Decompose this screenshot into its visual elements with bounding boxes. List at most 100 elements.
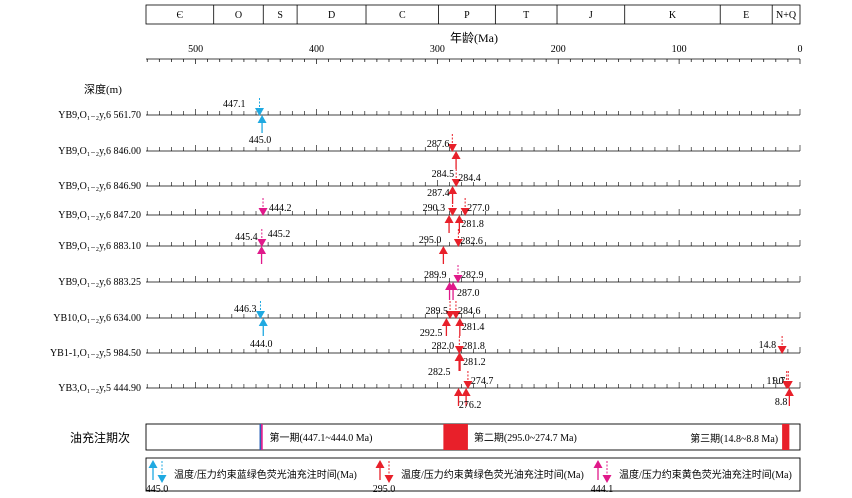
age-axis-tick-label: 100 <box>672 44 687 55</box>
arrow-head-down <box>447 144 457 152</box>
charge-event-arrow: 444.0 <box>250 318 273 350</box>
age-axis-tick-label: 200 <box>551 44 566 55</box>
sample-row: YB10,O₁₋₂y,6 634.00 446.3 444.0 289.5 284.6 2… <box>53 301 801 350</box>
arrow-head-down <box>454 346 464 354</box>
charge-event-label: 289.5 <box>426 306 449 317</box>
stage-2-band <box>443 424 468 450</box>
charge-event-label: 445.4 <box>235 232 258 243</box>
charge-event-arrow: 281.2 <box>455 353 486 371</box>
charge-event-arrow: 282.6 <box>453 229 483 247</box>
legend-label: 温度/压力约束黄色荧光油充注时间(Ma) <box>619 468 792 481</box>
charge-event-arrow: 8.8 <box>775 388 794 408</box>
sample-label: YB10,O₁₋₂y,6 634.00 <box>53 313 141 324</box>
charge-event-arrow: 277.0 <box>460 198 490 216</box>
charge-event-arrow: 282.5 <box>428 367 463 406</box>
charge-event-arrow: 281.8 <box>454 215 484 233</box>
charge-event-arrow: 281.8 <box>454 336 485 354</box>
arrow-head-down <box>255 108 265 116</box>
arrow-head-up <box>444 215 454 223</box>
period-label: J <box>589 10 593 21</box>
period-label: N+Q <box>776 10 797 21</box>
legend-example-value: 295.0 <box>373 484 396 495</box>
period-label: T <box>523 10 529 21</box>
charge-event-label: 444.2 <box>269 203 292 214</box>
sample-row: YB9,O₁₋₂y,6 883.25 289.9 282.9 287.0 <box>58 265 801 300</box>
arrow-head-down <box>463 381 473 389</box>
charge-event-arrow: 289.5 <box>426 301 455 319</box>
legend: 445.0 温度/压力约束蓝绿色荧光油充注时间(Ma) 295.0 温度/压力约束黄绿… <box>145 457 801 495</box>
charge-event-label: 295.0 <box>419 235 442 246</box>
arrow-head-down <box>257 239 267 247</box>
charge-event-label: 446.3 <box>234 304 257 315</box>
charge-event-label: 290.3 <box>423 203 446 214</box>
charge-event-label: 289.9 <box>424 270 447 281</box>
period-label: O <box>235 10 242 21</box>
stage-1-band-magenta <box>261 424 263 450</box>
period-label: K <box>669 10 677 21</box>
legend-item-red: 295.0 温度/压力约束黄绿色荧光油充注时间(Ma) <box>373 460 584 495</box>
charge-event-label: 277.0 <box>467 203 490 214</box>
legend-item-magenta: 444.1 温度/压力约束黄色荧光油充注时间(Ma) <box>591 460 792 495</box>
charge-event-arrow: 287.0 <box>448 282 480 300</box>
arrow-head-down <box>453 239 463 247</box>
period-label: C <box>399 10 406 21</box>
charge-event-label: 447.1 <box>223 99 246 110</box>
charge-event-arrow: 282.9 <box>453 265 484 283</box>
charge-event-label: 8.8 <box>775 397 788 408</box>
legend-label: 温度/压力约束黄绿色荧光油充注时间(Ma) <box>401 468 584 481</box>
charge-event-arrow: 446.3 <box>234 301 265 319</box>
charge-event-arrow: 284.6 <box>451 301 480 319</box>
stage-2-label: 第二期(295.0~274.7 Ma) <box>474 431 577 444</box>
sample-label: YB9,O₁₋₂y,6 847.20 <box>58 210 141 221</box>
sample-label: YB9,O₁₋₂y,6 846.90 <box>58 181 141 192</box>
arrow-head-up <box>258 318 268 326</box>
charge-event-label: 287.6 <box>427 139 450 150</box>
arrow-head-down <box>448 208 458 216</box>
legend-example-value: 444.1 <box>591 484 614 495</box>
charge-event-arrow: 447.1 <box>223 98 265 116</box>
sample-row: YB9,O₁₋₂y,6 847.20 444.2 290.3 277.0 281.8 <box>58 198 801 233</box>
arrow-head-up <box>461 388 471 396</box>
arrow-head-up <box>448 186 458 194</box>
arrow-head-down <box>783 381 793 389</box>
period-label: S <box>277 10 283 21</box>
arrow-head-up <box>438 246 448 254</box>
charge-stage-title: 油充注期次 <box>70 430 130 445</box>
charge-event-label: 287.4 <box>427 188 450 199</box>
arrow-head-down <box>460 208 470 216</box>
legend-arrow-head-down <box>384 475 394 483</box>
sample-row: YB9,O₁₋₂y,6 883.10 445.2 445.4 295.0 282.6 <box>58 229 801 264</box>
charge-event-label: 14.8 <box>759 340 777 351</box>
arrow-head-up <box>455 353 465 361</box>
age-axis-tick-label: 400 <box>309 44 324 55</box>
charge-event-arrow: 14.8 <box>759 336 787 354</box>
age-axis: 年龄(Ma) 500 400 300 200 100 0 <box>146 31 803 64</box>
charge-event-label: 281.8 <box>461 219 484 230</box>
period-label: Є <box>177 10 184 21</box>
charge-event-label: 445.0 <box>249 135 272 146</box>
charge-event-label: 276.2 <box>459 400 482 411</box>
sample-label: YB9,O₁₋₂y,6 846.00 <box>58 146 141 157</box>
sample-row: YB9,O₁₋₂y,6 561.70 447.1 445.0 <box>58 98 801 146</box>
charge-event-arrow: 284.5 <box>432 151 461 180</box>
legend-example-value: 445.0 <box>146 484 169 495</box>
sample-label: YB9,O₁₋₂y,6 561.70 <box>58 110 141 121</box>
charge-event-label: 282.9 <box>461 270 484 281</box>
arrow-head-down <box>451 311 461 319</box>
arrow-head-up <box>455 318 465 326</box>
period-label: P <box>464 10 470 21</box>
charge-event-label: 444.0 <box>250 339 273 350</box>
sample-label: YB9,O₁₋₂y,6 883.25 <box>58 277 141 288</box>
sample-row: YB3,O₁₋₂y,5 444.90 282.5 274.7 276.2 11.09.7… <box>58 367 801 411</box>
charge-event-label: 445.2 <box>268 229 291 240</box>
sample-label: YB1-1,O₁₋₂y,5 984.50 <box>50 348 141 359</box>
depth-label: 深度(m) <box>84 82 122 96</box>
charge-event-label: 11.0 <box>767 376 784 387</box>
arrow-head-down <box>258 208 268 216</box>
age-axis-tick-label: 300 <box>430 44 445 55</box>
charge-event-arrow: 290.3 <box>423 203 454 233</box>
period-band-frame <box>145 4 801 25</box>
charge-event-label: 282.6 <box>460 236 483 247</box>
legend-arrow-head-up <box>375 460 385 468</box>
